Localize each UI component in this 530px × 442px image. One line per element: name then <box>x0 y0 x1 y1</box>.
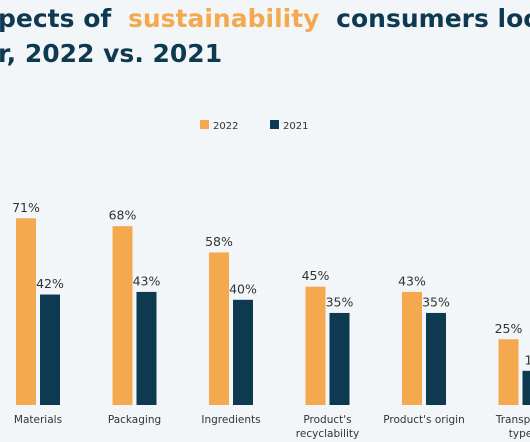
value-label: 71% <box>12 200 40 215</box>
x-tick-label: Packaging <box>108 414 161 426</box>
bar <box>498 339 519 405</box>
bar <box>233 299 253 405</box>
value-label: 42% <box>36 276 64 291</box>
value-label: 58% <box>205 234 233 249</box>
legend-swatch <box>270 120 279 129</box>
value-label: 13 <box>525 352 530 367</box>
value-label: 25% <box>495 321 523 336</box>
value-label: 45% <box>302 268 330 283</box>
bar <box>40 294 60 405</box>
value-label: 68% <box>109 208 137 223</box>
x-tick-label: Product's <box>303 414 351 426</box>
value-label: 43% <box>398 273 426 288</box>
legend-swatch <box>200 120 209 129</box>
value-label: 43% <box>133 273 161 288</box>
bar <box>209 252 229 405</box>
bar <box>16 218 36 405</box>
bar <box>426 312 446 405</box>
chart-title: r, 2022 vs. 2021 <box>0 39 222 68</box>
bar <box>522 370 530 405</box>
bar <box>136 291 157 405</box>
bar <box>305 286 326 405</box>
legend-label: 2021 <box>283 121 308 132</box>
chart-title: pects of sustainability consumers look <box>0 4 530 33</box>
x-tick-label: Transport <box>495 414 530 426</box>
legend-label: 2022 <box>213 121 238 132</box>
bar <box>402 291 422 405</box>
value-label: 35% <box>326 294 354 309</box>
x-tick-label: Ingredients <box>201 414 260 426</box>
x-tick-label: type <box>509 428 530 440</box>
x-tick-label: recyclability <box>296 428 359 440</box>
title-highlight: sustainability <box>128 4 319 33</box>
title-part: consumers look <box>336 4 530 33</box>
value-label: 35% <box>422 294 450 309</box>
title-part: pects of <box>0 4 112 33</box>
x-tick-label: Materials <box>14 414 62 426</box>
x-tick-label: Product's origin <box>383 414 464 426</box>
bar <box>112 226 133 405</box>
bar <box>329 312 350 405</box>
value-label: 40% <box>229 281 257 296</box>
